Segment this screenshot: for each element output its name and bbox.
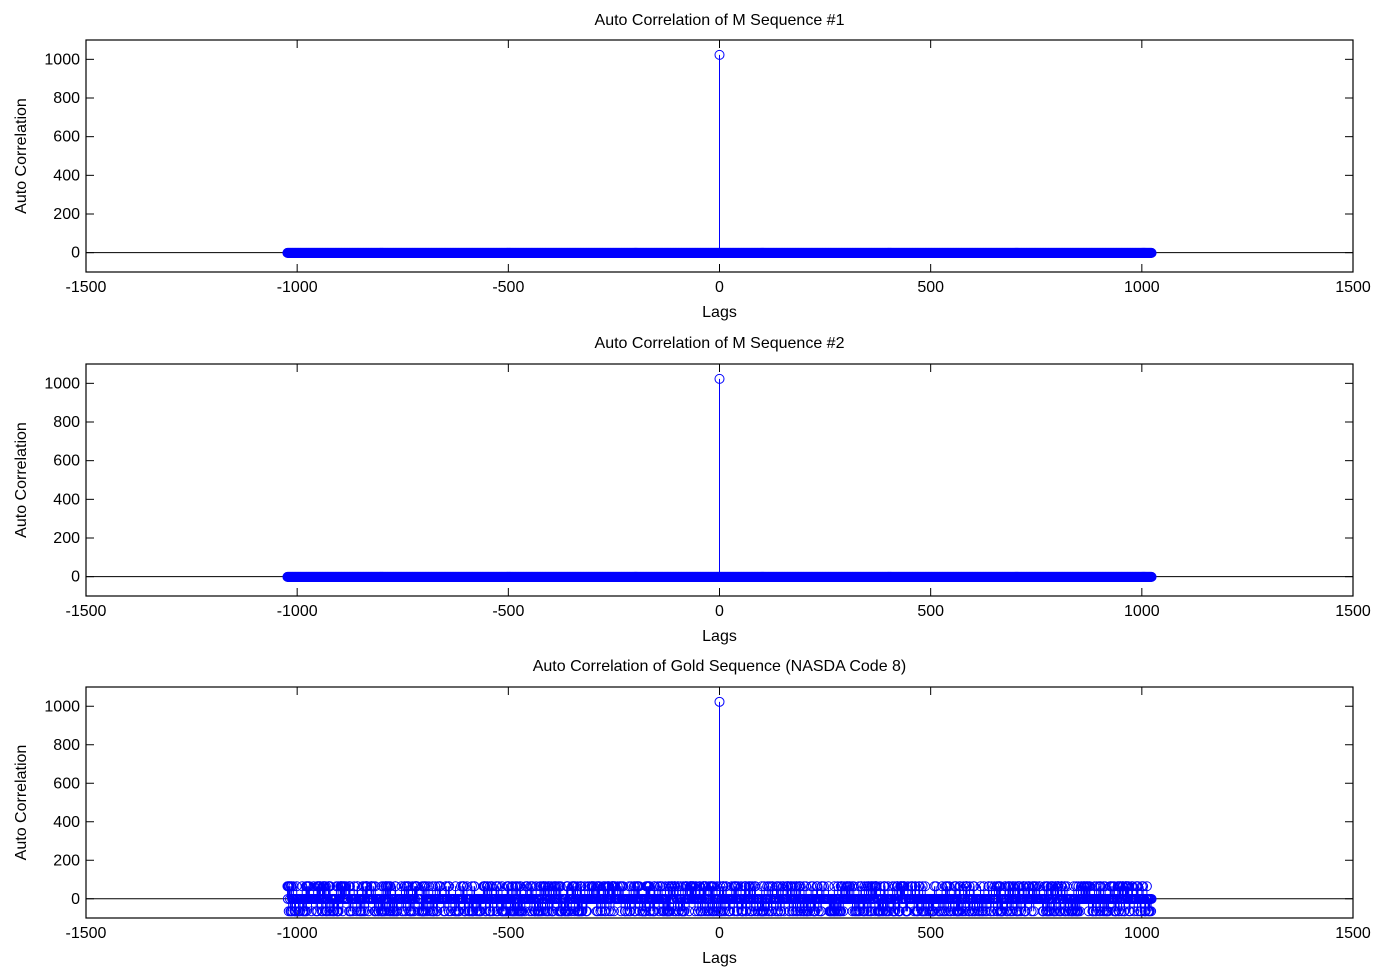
y-tick-label: 0 (71, 891, 80, 908)
x-tick-label: 1500 (1335, 279, 1371, 296)
x-tick-label: 1000 (1124, 603, 1160, 620)
x-tick-label: -1500 (66, 279, 107, 296)
x-tick-label: 0 (715, 279, 724, 296)
x-tick-label: 1000 (1124, 279, 1160, 296)
y-tick-label: 1000 (44, 51, 80, 68)
x-tick-label: 0 (715, 925, 724, 942)
y-tick-label: 800 (53, 737, 80, 754)
y-tick-label: 0 (71, 245, 80, 262)
x-tick-label: -500 (492, 279, 524, 296)
peak-marker (714, 49, 725, 60)
y-tick-label: 200 (53, 206, 80, 223)
stem-marker (1146, 247, 1157, 258)
y-tick-label: 400 (53, 814, 80, 831)
chart-title: Auto Correlation of M Sequence #2 (595, 335, 845, 352)
y-tick-label: 800 (53, 414, 80, 431)
y-axis-label: Auto Correlation (13, 745, 30, 861)
x-tick-label: -500 (492, 603, 524, 620)
y-tick-label: 0 (71, 569, 80, 586)
y-tick-label: 600 (53, 453, 80, 470)
x-tick-label: 500 (917, 279, 944, 296)
x-axis-label: Lags (702, 304, 737, 321)
x-tick-label: 1500 (1335, 925, 1371, 942)
y-tick-label: 800 (53, 90, 80, 107)
x-tick-label: 500 (917, 925, 944, 942)
x-tick-label: -500 (492, 925, 524, 942)
x-tick-label: -1000 (277, 279, 318, 296)
stem-series (282, 49, 1157, 258)
y-tick-label: 400 (53, 491, 80, 508)
y-tick-label: 200 (53, 530, 80, 547)
subplot-1: -1500 -1000 -500 0 500 1000 1500 0 200 400 600 800 1… (13, 12, 1371, 321)
y-axis-label: Auto Correlation (13, 422, 30, 538)
x-tick-label: -1000 (277, 603, 318, 620)
chart-title: Auto Correlation of Gold Sequence (NASDA… (533, 658, 907, 675)
y-axis-label: Auto Correlation (13, 98, 30, 214)
x-tick-label: -1500 (66, 603, 107, 620)
y-tick-label: 600 (53, 775, 80, 792)
x-axis-label: Lags (702, 628, 737, 645)
x-tick-label: 1000 (1124, 925, 1160, 942)
y-tick-label: 600 (53, 129, 80, 146)
x-tick-label: 0 (715, 603, 724, 620)
x-axis-label: Lags (702, 950, 737, 967)
chart-title: Auto Correlation of M Sequence #1 (595, 12, 845, 29)
y-tick-label: 200 (53, 852, 80, 869)
y-tick-label: 1000 (44, 698, 80, 715)
stem-series (282, 373, 1157, 582)
y-tick-label: 400 (53, 167, 80, 184)
subplot-3: -1500 -1000 -500 0 500 1000 1500 0 200 400 600 800 1… (13, 658, 1371, 967)
subplot-2: -1500 -1000 -500 0 500 1000 1500 0 200 400 600 800 1… (13, 335, 1371, 645)
x-tick-label: 1500 (1335, 603, 1371, 620)
x-tick-label: -1500 (66, 925, 107, 942)
x-tick-label: 500 (917, 603, 944, 620)
y-tick-label: 1000 (44, 375, 80, 392)
x-tick-label: -1000 (277, 925, 318, 942)
